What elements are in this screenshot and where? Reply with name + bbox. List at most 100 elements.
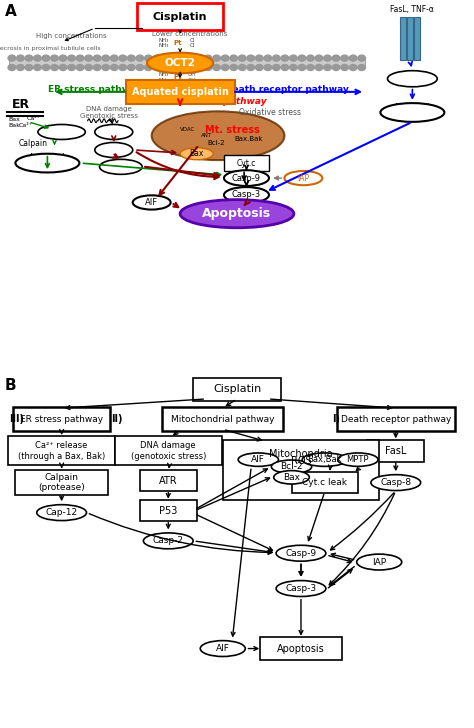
Ellipse shape [302, 453, 347, 467]
Text: Mt. stress: Mt. stress [205, 125, 260, 135]
Ellipse shape [38, 124, 85, 140]
Text: ER stress pathway: ER stress pathway [20, 414, 103, 424]
Circle shape [204, 65, 212, 71]
Text: Pt: Pt [173, 40, 182, 46]
Circle shape [128, 65, 135, 71]
Text: IAP: IAP [297, 173, 310, 183]
Circle shape [51, 65, 58, 71]
Circle shape [68, 55, 75, 61]
Ellipse shape [37, 505, 86, 521]
Circle shape [68, 65, 75, 71]
Text: Mitochondrial pathway: Mitochondrial pathway [150, 97, 267, 106]
Ellipse shape [95, 124, 133, 140]
Text: Apoptosis: Apoptosis [202, 207, 272, 220]
Text: Cl: Cl [189, 43, 195, 48]
Text: Ca²⁺: Ca²⁺ [19, 123, 33, 128]
Circle shape [179, 65, 186, 71]
Text: Activated
Casp-8: Activated Casp-8 [394, 103, 431, 122]
FancyBboxPatch shape [140, 470, 197, 491]
FancyBboxPatch shape [115, 436, 221, 465]
Circle shape [153, 55, 161, 61]
Circle shape [76, 55, 84, 61]
Circle shape [162, 55, 169, 61]
Ellipse shape [95, 143, 133, 157]
Circle shape [230, 65, 237, 71]
Circle shape [110, 55, 118, 61]
FancyBboxPatch shape [162, 407, 283, 431]
Circle shape [145, 65, 152, 71]
Ellipse shape [274, 470, 309, 484]
FancyBboxPatch shape [193, 378, 281, 400]
Ellipse shape [238, 453, 279, 467]
Circle shape [247, 55, 255, 61]
Circle shape [315, 55, 323, 61]
Ellipse shape [200, 641, 246, 657]
Text: ATR: ATR [106, 127, 122, 136]
Text: Casp-12: Casp-12 [46, 127, 77, 136]
Text: Cisplatin: Cisplatin [213, 384, 261, 394]
Text: Aquated cisplatin: Aquated cisplatin [132, 87, 228, 97]
Circle shape [358, 55, 365, 61]
Circle shape [25, 55, 33, 61]
Circle shape [85, 55, 92, 61]
Text: Mitochondrial pathway: Mitochondrial pathway [171, 414, 274, 424]
Text: Bax: Bax [8, 117, 20, 122]
Text: Cisplatin: Cisplatin [153, 12, 207, 22]
FancyBboxPatch shape [224, 155, 269, 171]
Circle shape [136, 55, 144, 61]
Circle shape [8, 65, 16, 71]
Circle shape [59, 65, 67, 71]
Circle shape [128, 55, 135, 61]
Circle shape [17, 55, 24, 61]
Circle shape [290, 65, 297, 71]
Text: Casp-3: Casp-3 [232, 191, 261, 199]
Text: Necrosis in proximal tubilule cells: Necrosis in proximal tubilule cells [0, 47, 100, 51]
Ellipse shape [271, 460, 311, 473]
Text: Bax: Bax [283, 472, 300, 482]
Circle shape [25, 65, 33, 71]
Circle shape [332, 55, 340, 61]
Circle shape [281, 55, 289, 61]
Text: Cap-12: Cap-12 [46, 508, 78, 517]
Text: ROS: ROS [291, 456, 311, 467]
FancyBboxPatch shape [9, 436, 115, 465]
Text: III): III) [9, 414, 25, 424]
Circle shape [315, 65, 323, 71]
FancyBboxPatch shape [140, 500, 197, 521]
FancyBboxPatch shape [292, 472, 358, 493]
Ellipse shape [371, 475, 420, 491]
Text: B: B [5, 379, 17, 393]
FancyBboxPatch shape [259, 637, 342, 660]
Bar [9, 58, 365, 68]
Text: Bak: Bak [8, 123, 20, 127]
FancyBboxPatch shape [13, 407, 110, 431]
Ellipse shape [224, 170, 269, 186]
Circle shape [307, 55, 314, 61]
Circle shape [162, 65, 169, 71]
Text: VDAC: VDAC [180, 127, 195, 132]
Ellipse shape [152, 111, 284, 160]
Text: Bcl-2: Bcl-2 [280, 462, 303, 471]
FancyBboxPatch shape [126, 79, 235, 104]
Text: ER: ER [12, 98, 30, 111]
Circle shape [102, 65, 109, 71]
Text: DNA damage
Genotoxic stress: DNA damage Genotoxic stress [80, 106, 138, 119]
Circle shape [324, 55, 331, 61]
Ellipse shape [180, 148, 213, 159]
Circle shape [349, 55, 357, 61]
Text: NH₃: NH₃ [158, 78, 169, 83]
Circle shape [341, 55, 348, 61]
Circle shape [93, 55, 101, 61]
Circle shape [187, 65, 195, 71]
Text: Cl: Cl [189, 38, 195, 43]
Text: OCT2: OCT2 [164, 58, 196, 68]
Circle shape [187, 55, 195, 61]
Circle shape [213, 65, 220, 71]
Text: FasL: FasL [385, 446, 407, 456]
Circle shape [136, 65, 144, 71]
Circle shape [170, 65, 178, 71]
Circle shape [230, 55, 237, 61]
Text: NH₃: NH₃ [158, 73, 169, 77]
Text: I): I) [332, 414, 340, 424]
Ellipse shape [143, 533, 193, 549]
